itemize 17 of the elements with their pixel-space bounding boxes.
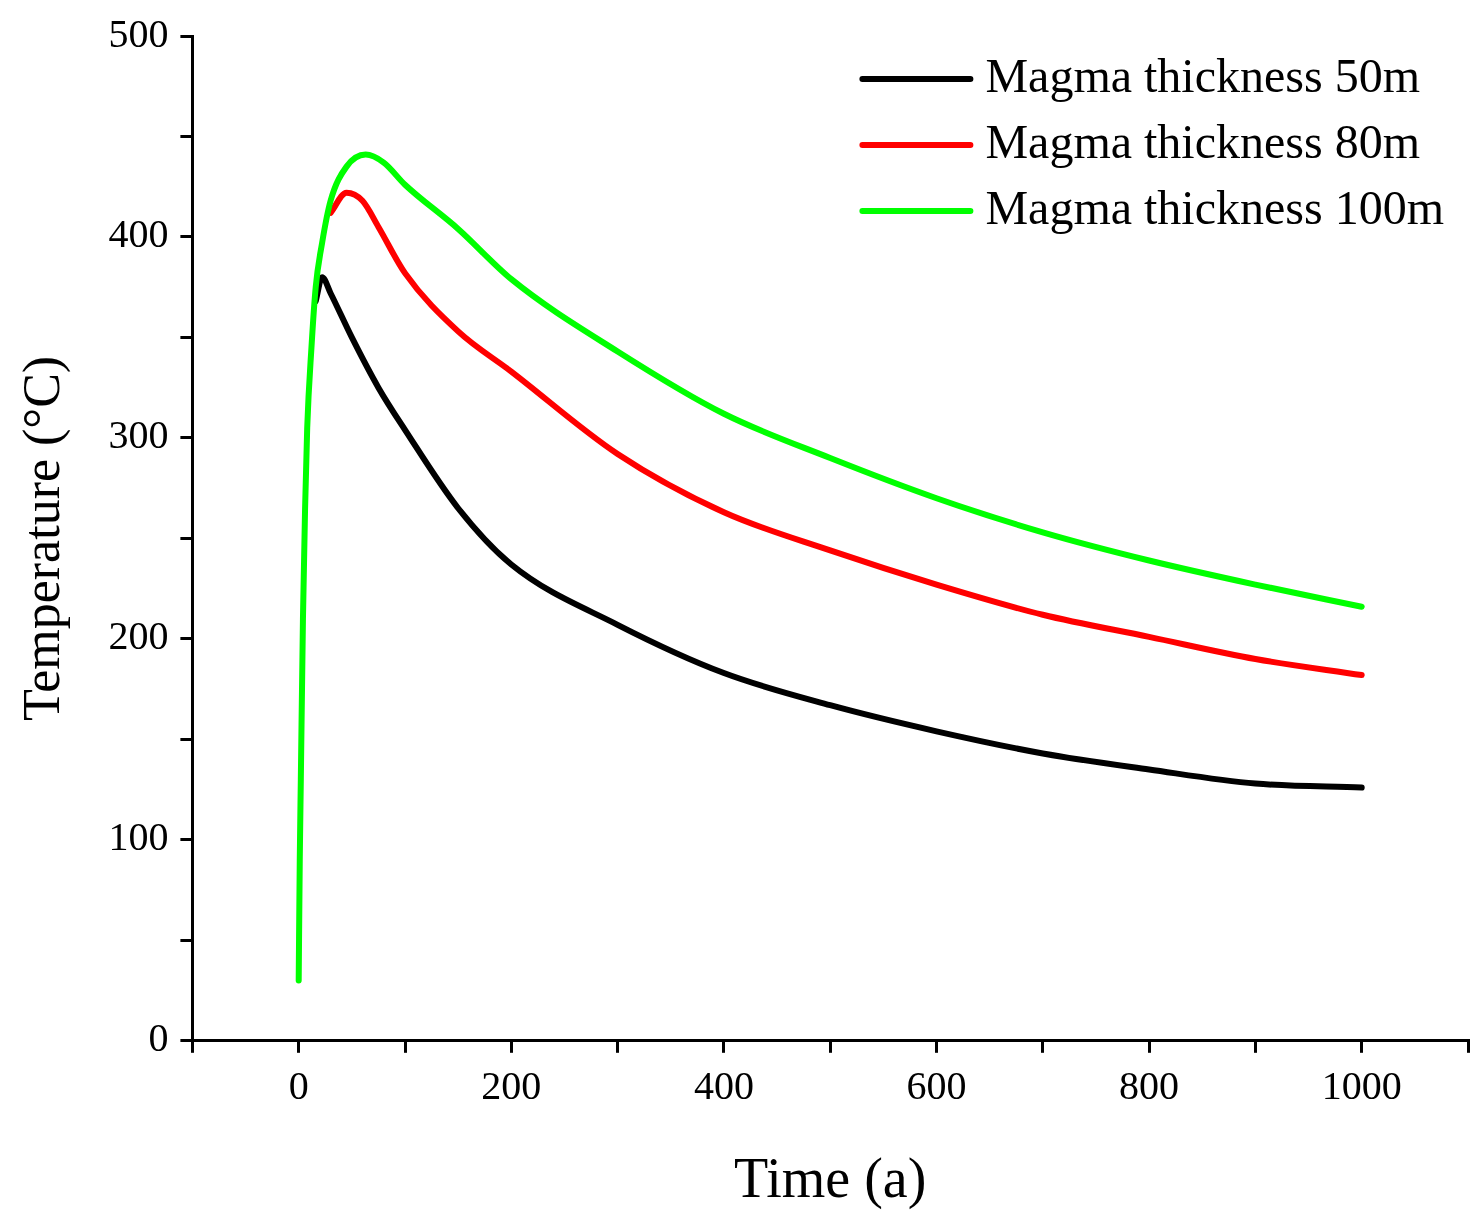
y-tick-label: 400 (108, 211, 169, 257)
x-axis-title: Time (a) (734, 1147, 927, 1211)
y-tick-label: 100 (108, 814, 169, 860)
x-tick-label: 400 (693, 1063, 754, 1109)
y-tick-label: 500 (108, 10, 169, 56)
y-tick-label: 0 (148, 1015, 169, 1061)
y-tick-label: 200 (108, 613, 169, 659)
legend-label: Magma thickness 50m (985, 48, 1421, 102)
x-tick-label: 200 (481, 1063, 542, 1109)
y-tick-label: 300 (108, 412, 169, 458)
x-tick-label: 0 (288, 1063, 309, 1109)
x-tick-label: 600 (906, 1063, 967, 1109)
legend-label: Magma thickness 80m (985, 114, 1421, 168)
y-axis-title: Temperature (°C) (12, 355, 71, 721)
x-tick-label: 1000 (1321, 1063, 1402, 1109)
legend-label: Magma thickness 100m (985, 180, 1445, 234)
x-tick-label: 800 (1119, 1063, 1180, 1109)
